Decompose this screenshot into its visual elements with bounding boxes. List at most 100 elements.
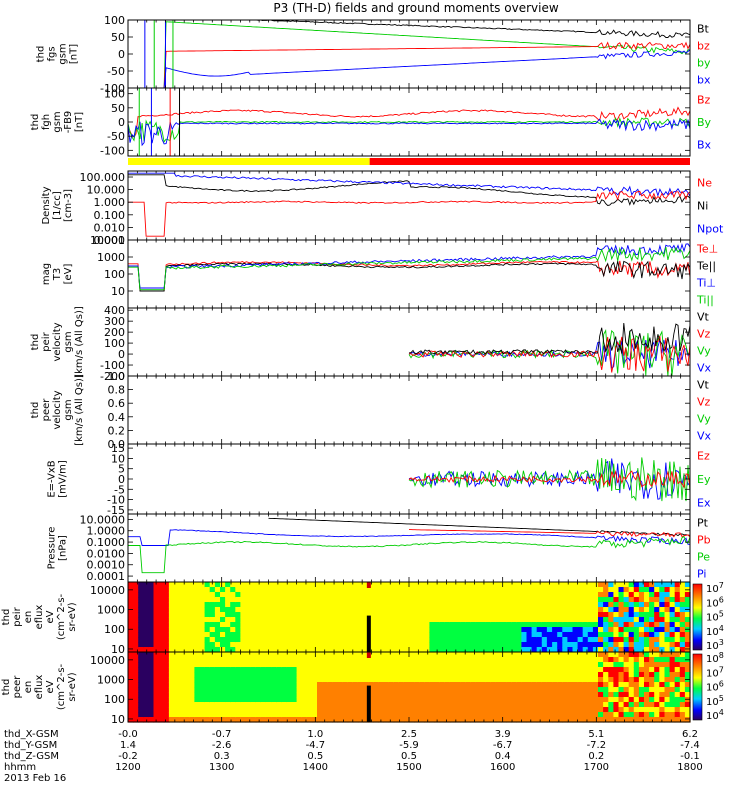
spectrogram-cell [429, 662, 436, 668]
spectrogram-cell [393, 612, 400, 618]
spectrogram-cell [679, 607, 686, 613]
spectrogram-cell [536, 617, 543, 623]
spectrogram-cell [240, 667, 247, 673]
spectrogram-cell [174, 592, 180, 598]
spectrogram-cell [414, 587, 420, 593]
spectrogram-cell [572, 642, 579, 648]
spectrogram-cell [230, 662, 236, 668]
spectrogram-cell [342, 712, 349, 718]
spectrogram-cell [521, 687, 528, 693]
spectrogram-cell [189, 662, 195, 668]
spectrogram-cell [235, 627, 241, 633]
spectrogram-cell [230, 607, 236, 613]
spectrogram-cell [260, 667, 267, 673]
spectrogram-cell [567, 667, 574, 673]
spectrogram-cell [194, 627, 201, 633]
spectrogram-cell [628, 697, 635, 703]
spectrogram-cell [659, 687, 665, 693]
spectrogram-cell [276, 607, 282, 613]
spectrogram-cell [470, 617, 476, 623]
spectrogram-cell [516, 702, 522, 708]
spectrogram-cell [332, 687, 339, 693]
spectrogram-cell [598, 642, 604, 648]
spectrogram-cell [557, 592, 563, 598]
spectrogram-cell [403, 702, 410, 708]
spectrogram-cell [311, 617, 318, 623]
spectrogram-cell [337, 642, 344, 648]
spectrogram-cell [664, 622, 671, 628]
spectrogram-cell [490, 652, 497, 658]
spectrogram-cell [603, 612, 609, 618]
spectrogram-cell [495, 602, 502, 608]
spectrogram-cell [271, 617, 277, 623]
spectrogram-cell [444, 597, 451, 603]
spectrogram-cell [368, 642, 374, 648]
spectrogram-cell [235, 707, 241, 713]
spectrogram-cell [618, 602, 625, 608]
spectrogram-cell [332, 677, 339, 683]
spectrogram-cell [286, 647, 293, 653]
spectrogram-cell [572, 637, 579, 643]
spectrogram-cell [419, 632, 425, 638]
spectrogram-cell [291, 592, 298, 598]
spectrogram-cell [158, 702, 165, 708]
spectrogram-cell [332, 712, 339, 718]
spectrogram-cell [332, 707, 339, 713]
spectrogram-cell [674, 617, 681, 623]
spectrogram-cell [357, 667, 364, 673]
spectrogram-cell [485, 657, 492, 663]
spectrogram-cell [439, 637, 446, 643]
spectrogram-cell [128, 692, 134, 698]
spectrogram-cell [148, 647, 155, 653]
spectrogram-cell [342, 592, 349, 598]
spectrogram-cell [189, 667, 195, 673]
spectrogram-cell [281, 647, 287, 653]
spectrogram-cell [552, 682, 558, 688]
spectrogram-cell [347, 677, 354, 683]
spectrogram-cell [684, 622, 691, 628]
spectrogram-cell [465, 692, 471, 698]
spectrogram-cell [184, 712, 190, 718]
spectrogram-cell [664, 657, 671, 663]
spectrogram-cell [577, 612, 584, 618]
spectrogram-cell [189, 697, 195, 703]
spectrogram-cell [598, 637, 604, 643]
spectrogram-cell [684, 697, 691, 703]
spectrogram-cell [363, 707, 369, 713]
spectrogram-cell [163, 707, 170, 713]
spectrogram-cell [618, 632, 625, 638]
spectrogram-cell [255, 707, 262, 713]
spectrogram-cell [189, 712, 195, 718]
spectrogram-cell [398, 707, 405, 713]
spectrogram-cell [572, 597, 579, 603]
spectrogram-cell [230, 702, 236, 708]
spectrogram-cell [501, 687, 507, 693]
spectrogram-cell [531, 642, 538, 648]
spectrogram-cell [638, 682, 645, 688]
spectrogram-cell [342, 647, 349, 653]
spectrogram-cell [174, 717, 180, 723]
spectrogram-cell [271, 637, 277, 643]
spectrogram-cell [546, 592, 553, 598]
y-axis-title: fgh [41, 114, 52, 130]
spectrogram-cell [475, 697, 482, 703]
spectrogram-cell [460, 707, 466, 713]
spectrogram-cell [449, 717, 456, 723]
spectrogram-cell [628, 642, 635, 648]
spectrogram-cell [306, 707, 313, 713]
spectrogram-cell [204, 617, 211, 623]
spectrogram-cell [378, 687, 384, 693]
spectrogram-cell [434, 627, 441, 633]
spectrogram-cell [552, 697, 558, 703]
spectrogram-cell [424, 627, 430, 633]
spectrogram-cell [398, 682, 405, 688]
spectrogram-cell [679, 587, 686, 593]
spectrogram-cell [281, 652, 287, 658]
spectrogram-cell [516, 717, 522, 723]
spectrogram-cell [286, 592, 293, 598]
spectrogram-cell [495, 617, 502, 623]
spectrogram-cell [414, 582, 420, 588]
spectrogram-cell [618, 717, 625, 723]
spectrogram-cell [225, 582, 231, 588]
spectrogram-cell [347, 702, 354, 708]
